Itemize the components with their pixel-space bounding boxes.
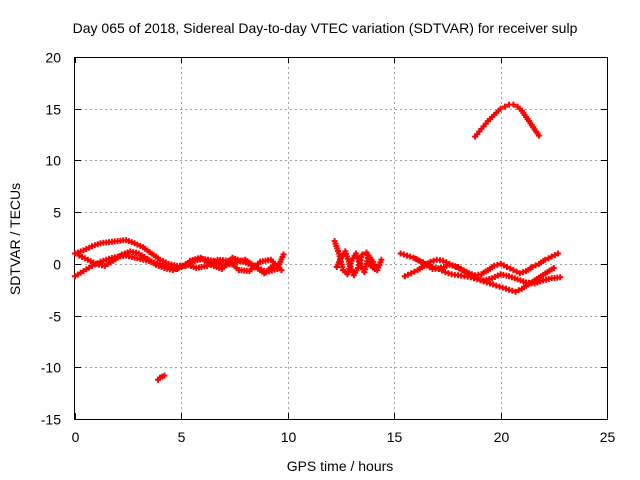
data-point-track-f (272, 260, 278, 267)
data-point-track-j (516, 270, 523, 277)
data-point-track-j (408, 270, 415, 277)
data-point-track-j (545, 255, 552, 262)
data-point-track-i (550, 265, 557, 271)
data-point-track-i (400, 251, 407, 258)
y-axis-label: SDTVAR / TECUs (7, 183, 23, 295)
data-point-track-i (490, 281, 497, 288)
plot-frame (74, 57, 608, 420)
data-point-track-j (430, 257, 437, 264)
data-points (72, 101, 564, 383)
chart-title: Day 065 of 2018, Sidereal Day-to-day VTE… (73, 20, 578, 36)
x-tick-label: 10 (281, 429, 297, 445)
data-point-track-e (278, 267, 285, 274)
y-tick-label: 5 (53, 205, 61, 221)
y-tick-label: 0 (53, 257, 61, 273)
data-point-track-g (378, 256, 385, 263)
data-point-track-k (557, 274, 564, 281)
y-tick-label: 15 (45, 102, 61, 118)
data-point-track-j (507, 265, 514, 272)
data-point-track-j (548, 253, 555, 260)
data-point-track-i (515, 287, 522, 294)
data-point-track-h (359, 251, 366, 258)
data-point-track-l (497, 105, 504, 112)
data-point-track-d (280, 251, 287, 258)
data-point-track-j (542, 256, 549, 263)
data-point-track-j (551, 252, 558, 259)
data-point-track-l (535, 132, 542, 139)
data-point-track-j (405, 271, 411, 278)
x-tick-label: 0 (72, 429, 80, 445)
x-tick-label: 15 (387, 429, 403, 445)
x-tick-label: 25 (600, 429, 616, 445)
data-point-track-i (499, 284, 506, 291)
x-axis-label: GPS time / hours (287, 458, 394, 474)
data-point-track-j (529, 264, 536, 270)
y-tick-label: -10 (41, 360, 61, 376)
data-point-track-j (513, 268, 520, 275)
data-point-track-i (512, 288, 519, 295)
data-point-track-j (500, 262, 507, 269)
data-point-track-i (442, 269, 449, 276)
x-tick-label: 20 (494, 429, 510, 445)
data-point-track-j (504, 264, 510, 270)
data-point-track-j (510, 267, 517, 274)
data-point-track-l (501, 103, 508, 110)
data-point-track-j (411, 268, 418, 275)
y-tick-label: 20 (45, 50, 61, 66)
data-point-track-l (510, 101, 517, 108)
data-point-track-h (376, 261, 383, 268)
data-point-track-j (532, 262, 539, 269)
y-tick-label: -15 (41, 412, 61, 428)
x-tick-label: 5 (178, 429, 186, 445)
axis-ticks: 0 5 10 15 20 25 -15 -10 -5 0 5 10 15 20 (41, 50, 616, 446)
data-point-track-j (555, 250, 562, 257)
data-point-track-m (161, 372, 168, 379)
data-point-track-i (509, 287, 516, 294)
data-point-track-j (440, 257, 447, 264)
grid-lines (75, 57, 607, 419)
y-tick-label: -5 (49, 309, 62, 325)
data-point-track-j (497, 260, 504, 267)
data-point-track-j (401, 273, 408, 280)
data-point-track-i (407, 253, 414, 260)
y-tick-label: 10 (45, 153, 61, 169)
